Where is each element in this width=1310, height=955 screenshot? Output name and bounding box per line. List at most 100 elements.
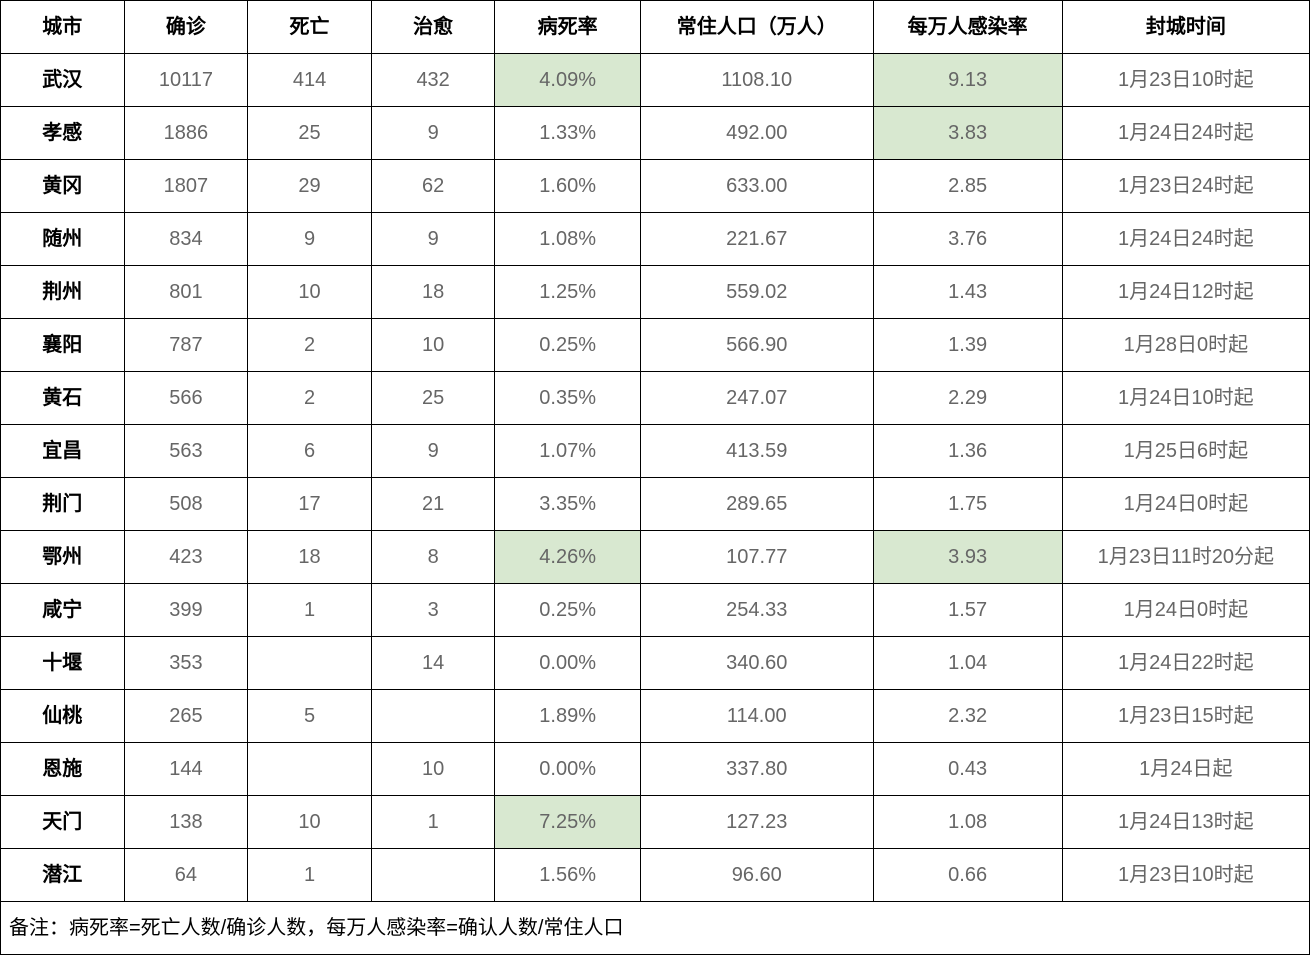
cell-infection-rate: 2.29 bbox=[873, 372, 1062, 425]
cell-mortality: 1.60% bbox=[495, 160, 640, 213]
cell-confirmed: 508 bbox=[124, 478, 248, 531]
cell-death: 18 bbox=[248, 531, 372, 584]
cell-lockdown: 1月24日12时起 bbox=[1062, 266, 1309, 319]
cell-cured bbox=[371, 690, 495, 743]
cell-mortality: 1.25% bbox=[495, 266, 640, 319]
cell-city: 天门 bbox=[1, 796, 125, 849]
cell-population: 96.60 bbox=[640, 849, 873, 902]
cell-city: 咸宁 bbox=[1, 584, 125, 637]
cell-infection-rate: 1.04 bbox=[873, 637, 1062, 690]
cell-confirmed: 566 bbox=[124, 372, 248, 425]
cell-population: 633.00 bbox=[640, 160, 873, 213]
cell-confirmed: 563 bbox=[124, 425, 248, 478]
cell-mortality: 1.56% bbox=[495, 849, 640, 902]
cell-infection-rate: 1.39 bbox=[873, 319, 1062, 372]
header-infection-rate: 每万人感染率 bbox=[873, 1, 1062, 54]
cell-confirmed: 801 bbox=[124, 266, 248, 319]
cell-lockdown: 1月24日起 bbox=[1062, 743, 1309, 796]
cell-cured: 9 bbox=[371, 213, 495, 266]
cell-mortality: 4.09% bbox=[495, 54, 640, 107]
cell-death: 10 bbox=[248, 796, 372, 849]
cell-mortality: 0.00% bbox=[495, 743, 640, 796]
cell-confirmed: 138 bbox=[124, 796, 248, 849]
header-lockdown: 封城时间 bbox=[1062, 1, 1309, 54]
cell-cured: 21 bbox=[371, 478, 495, 531]
cell-mortality: 1.89% bbox=[495, 690, 640, 743]
cell-population: 127.23 bbox=[640, 796, 873, 849]
table-row: 孝感18862591.33%492.003.831月24日24时起 bbox=[1, 107, 1310, 160]
cell-city: 荆门 bbox=[1, 478, 125, 531]
cell-mortality: 0.35% bbox=[495, 372, 640, 425]
header-mortality: 病死率 bbox=[495, 1, 640, 54]
cell-confirmed: 787 bbox=[124, 319, 248, 372]
cell-confirmed: 144 bbox=[124, 743, 248, 796]
cell-city: 鄂州 bbox=[1, 531, 125, 584]
cell-mortality: 0.00% bbox=[495, 637, 640, 690]
table-row: 随州834991.08%221.673.761月24日24时起 bbox=[1, 213, 1310, 266]
cell-lockdown: 1月28日0时起 bbox=[1062, 319, 1309, 372]
cell-infection-rate: 1.75 bbox=[873, 478, 1062, 531]
cell-death: 29 bbox=[248, 160, 372, 213]
cell-population: 492.00 bbox=[640, 107, 873, 160]
cell-city: 黄石 bbox=[1, 372, 125, 425]
cell-population: 114.00 bbox=[640, 690, 873, 743]
cell-mortality: 7.25% bbox=[495, 796, 640, 849]
cell-lockdown: 1月23日10时起 bbox=[1062, 849, 1309, 902]
cell-cured: 8 bbox=[371, 531, 495, 584]
cell-death: 2 bbox=[248, 372, 372, 425]
table-row: 仙桃26551.89%114.002.321月23日15时起 bbox=[1, 690, 1310, 743]
cell-confirmed: 64 bbox=[124, 849, 248, 902]
cell-death: 17 bbox=[248, 478, 372, 531]
cell-population: 247.07 bbox=[640, 372, 873, 425]
table-row: 天门1381017.25%127.231.081月24日13时起 bbox=[1, 796, 1310, 849]
cell-city: 恩施 bbox=[1, 743, 125, 796]
cell-lockdown: 1月23日11时20分起 bbox=[1062, 531, 1309, 584]
cell-confirmed: 353 bbox=[124, 637, 248, 690]
footnote-row: 备注：病死率=死亡人数/确诊人数，每万人感染率=确认人数/常住人口 bbox=[1, 902, 1310, 955]
cell-city: 潜江 bbox=[1, 849, 125, 902]
cell-population: 566.90 bbox=[640, 319, 873, 372]
cell-confirmed: 834 bbox=[124, 213, 248, 266]
covid-city-table-container: 城市 确诊 死亡 治愈 病死率 常住人口（万人） 每万人感染率 封城时间 武汉1… bbox=[0, 0, 1310, 955]
cell-infection-rate: 2.85 bbox=[873, 160, 1062, 213]
cell-city: 仙桃 bbox=[1, 690, 125, 743]
cell-infection-rate: 0.43 bbox=[873, 743, 1062, 796]
cell-population: 254.33 bbox=[640, 584, 873, 637]
cell-city: 随州 bbox=[1, 213, 125, 266]
cell-population: 1108.10 bbox=[640, 54, 873, 107]
cell-confirmed: 1807 bbox=[124, 160, 248, 213]
cell-city: 宜昌 bbox=[1, 425, 125, 478]
cell-death bbox=[248, 743, 372, 796]
cell-infection-rate: 1.43 bbox=[873, 266, 1062, 319]
cell-death: 9 bbox=[248, 213, 372, 266]
cell-lockdown: 1月23日10时起 bbox=[1062, 54, 1309, 107]
cell-confirmed: 399 bbox=[124, 584, 248, 637]
cell-death: 1 bbox=[248, 849, 372, 902]
cell-death: 1 bbox=[248, 584, 372, 637]
table-row: 黄冈180729621.60%633.002.851月23日24时起 bbox=[1, 160, 1310, 213]
cell-death bbox=[248, 637, 372, 690]
cell-population: 107.77 bbox=[640, 531, 873, 584]
table-row: 武汉101174144324.09%1108.109.131月23日10时起 bbox=[1, 54, 1310, 107]
cell-death: 25 bbox=[248, 107, 372, 160]
table-body: 武汉101174144324.09%1108.109.131月23日10时起孝感… bbox=[1, 54, 1310, 902]
cell-city: 荆州 bbox=[1, 266, 125, 319]
cell-confirmed: 423 bbox=[124, 531, 248, 584]
cell-city: 黄冈 bbox=[1, 160, 125, 213]
cell-lockdown: 1月23日24时起 bbox=[1062, 160, 1309, 213]
cell-lockdown: 1月24日24时起 bbox=[1062, 107, 1309, 160]
cell-lockdown: 1月24日0时起 bbox=[1062, 584, 1309, 637]
cell-population: 559.02 bbox=[640, 266, 873, 319]
cell-death: 10 bbox=[248, 266, 372, 319]
cell-lockdown: 1月24日22时起 bbox=[1062, 637, 1309, 690]
cell-cured: 18 bbox=[371, 266, 495, 319]
cell-lockdown: 1月24日13时起 bbox=[1062, 796, 1309, 849]
table-row: 鄂州4231884.26%107.773.931月23日11时20分起 bbox=[1, 531, 1310, 584]
cell-city: 十堰 bbox=[1, 637, 125, 690]
header-row: 城市 确诊 死亡 治愈 病死率 常住人口（万人） 每万人感染率 封城时间 bbox=[1, 1, 1310, 54]
cell-mortality: 1.08% bbox=[495, 213, 640, 266]
cell-infection-rate: 2.32 bbox=[873, 690, 1062, 743]
table-row: 荆门50817213.35%289.651.751月24日0时起 bbox=[1, 478, 1310, 531]
cell-cured: 62 bbox=[371, 160, 495, 213]
cell-death: 414 bbox=[248, 54, 372, 107]
